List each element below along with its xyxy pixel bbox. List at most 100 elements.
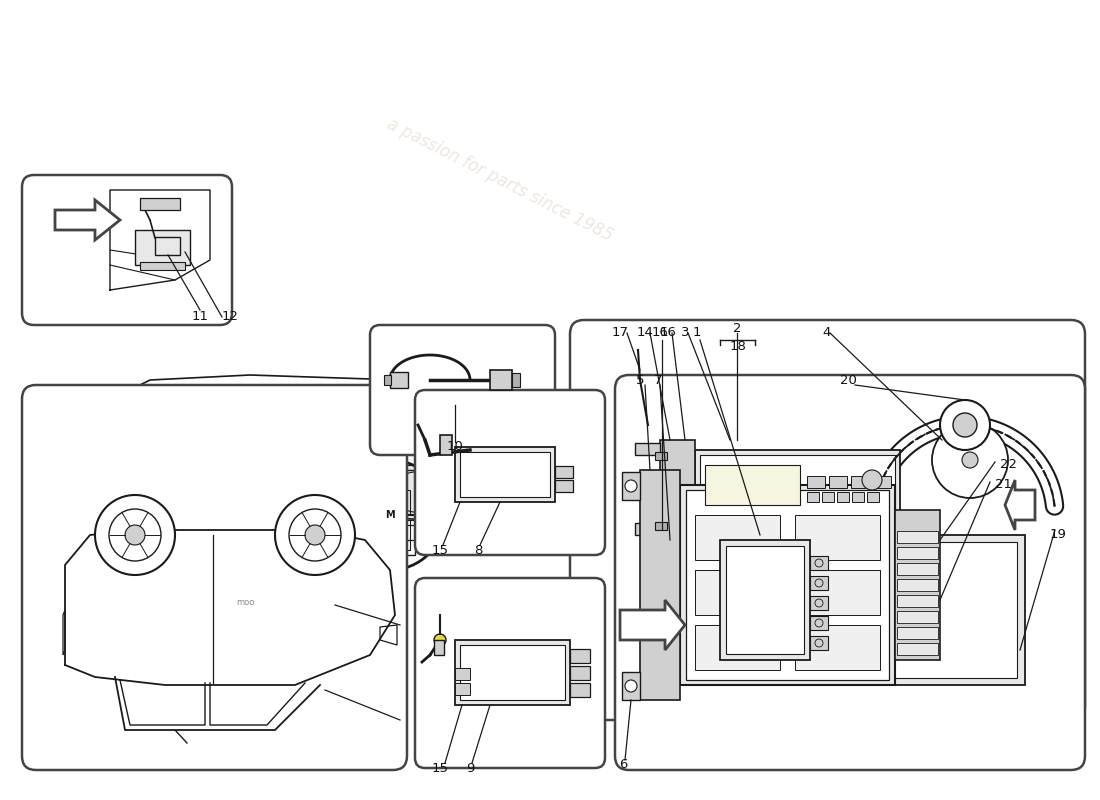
Text: moo: moo <box>235 598 254 607</box>
Text: 19: 19 <box>1049 529 1066 542</box>
Text: a passion for parts since 1985: a passion for parts since 1985 <box>664 415 895 545</box>
Bar <box>384 375 390 385</box>
Bar <box>896 643 938 655</box>
Text: 6: 6 <box>619 758 627 771</box>
Bar <box>822 492 834 502</box>
Bar <box>455 640 570 705</box>
Text: 2: 2 <box>733 322 741 334</box>
Polygon shape <box>434 640 444 655</box>
Bar <box>807 492 820 502</box>
Bar <box>135 230 190 265</box>
FancyBboxPatch shape <box>22 385 407 770</box>
Bar <box>695 625 780 670</box>
Polygon shape <box>620 600 685 650</box>
Bar <box>726 546 804 654</box>
Text: 21: 21 <box>996 478 1012 491</box>
Bar <box>455 447 556 502</box>
Bar <box>795 515 880 560</box>
Bar <box>140 198 180 210</box>
Bar <box>490 370 512 390</box>
Circle shape <box>932 422 1008 498</box>
Text: 4: 4 <box>823 326 832 339</box>
Bar <box>635 443 660 455</box>
Bar <box>896 595 938 607</box>
FancyBboxPatch shape <box>415 390 605 555</box>
Bar <box>896 579 938 591</box>
Bar <box>873 476 891 488</box>
Bar <box>807 476 825 488</box>
Bar <box>695 570 780 615</box>
Bar <box>310 520 410 550</box>
Bar <box>795 625 880 670</box>
Bar <box>895 510 940 660</box>
Bar <box>305 470 415 555</box>
Bar <box>310 490 410 515</box>
Bar <box>852 492 864 502</box>
Bar <box>654 522 667 530</box>
Text: 5: 5 <box>636 374 645 386</box>
Bar <box>570 649 590 663</box>
Circle shape <box>434 634 446 646</box>
Bar <box>570 666 590 680</box>
Circle shape <box>625 480 637 492</box>
Circle shape <box>953 413 977 437</box>
Text: 22: 22 <box>1000 458 1018 471</box>
Bar <box>810 636 828 650</box>
Circle shape <box>625 680 637 692</box>
Bar <box>896 547 938 559</box>
Bar <box>795 570 880 615</box>
Bar <box>340 465 440 520</box>
Text: 3: 3 <box>681 326 690 339</box>
Bar <box>621 472 640 500</box>
Polygon shape <box>55 200 120 240</box>
Text: 10: 10 <box>447 441 463 454</box>
Bar <box>896 627 938 639</box>
Bar <box>810 556 828 570</box>
Bar <box>720 540 810 660</box>
Text: 12: 12 <box>221 310 239 323</box>
Circle shape <box>95 495 175 575</box>
Text: 15: 15 <box>431 762 449 774</box>
Text: 1: 1 <box>693 326 702 339</box>
Bar <box>455 683 470 695</box>
FancyBboxPatch shape <box>615 375 1085 770</box>
Text: 16: 16 <box>651 326 669 339</box>
Bar <box>829 476 847 488</box>
Text: 20: 20 <box>839 374 857 386</box>
Circle shape <box>305 525 324 545</box>
Bar <box>837 492 849 502</box>
Bar <box>460 452 550 497</box>
Bar <box>390 372 408 388</box>
Text: a passion for parts since 1985: a passion for parts since 1985 <box>384 115 616 245</box>
Bar <box>635 523 660 535</box>
Text: 18: 18 <box>729 341 747 354</box>
Bar <box>705 465 800 505</box>
Bar <box>556 480 573 492</box>
Bar <box>896 531 938 543</box>
FancyBboxPatch shape <box>22 175 232 325</box>
FancyBboxPatch shape <box>415 578 605 768</box>
Bar <box>480 482 525 510</box>
Circle shape <box>275 495 355 575</box>
Bar <box>896 563 938 575</box>
Bar <box>700 455 895 510</box>
Text: 11: 11 <box>191 310 209 323</box>
Bar <box>867 492 879 502</box>
Bar <box>621 672 640 700</box>
Bar <box>686 490 889 680</box>
Bar <box>640 470 680 700</box>
Bar <box>695 450 900 515</box>
Bar <box>570 683 590 697</box>
Bar <box>850 535 1025 685</box>
Bar <box>858 542 1018 678</box>
Polygon shape <box>1005 480 1035 530</box>
Text: M: M <box>385 510 395 520</box>
Bar <box>140 262 185 270</box>
Text: 7: 7 <box>653 374 662 386</box>
Bar <box>460 645 565 700</box>
Bar <box>654 452 667 460</box>
Bar <box>455 668 470 680</box>
Circle shape <box>862 470 882 490</box>
FancyBboxPatch shape <box>370 325 556 455</box>
Bar <box>695 515 780 560</box>
